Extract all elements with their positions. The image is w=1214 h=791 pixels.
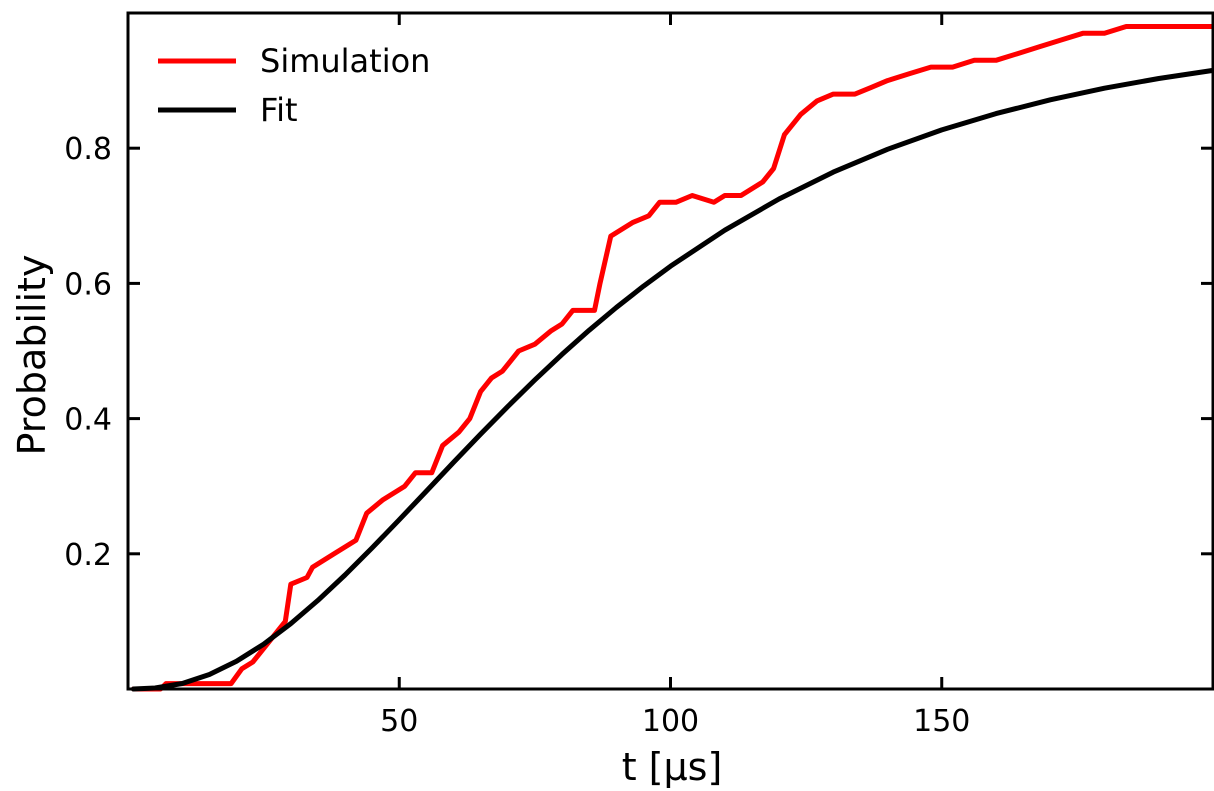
series-layer — [130, 24, 1214, 692]
ticks-layer: 50 100 150 0.2 0.4 0.6 0.8 — [64, 13, 1213, 739]
x-tick-label: 100 — [642, 704, 699, 739]
y-tick-label: 0.4 — [64, 403, 112, 438]
x-tick-label: 150 — [913, 704, 970, 739]
y-tick-label: 0.8 — [64, 132, 112, 167]
x-tick-label: 50 — [380, 704, 418, 739]
y-axis-title: Probability — [10, 255, 54, 456]
legend-label-simulation: Simulation — [260, 42, 430, 80]
y-tick-label: 0.2 — [64, 538, 112, 573]
y-tick-label: 0.6 — [64, 267, 112, 302]
series-line-fit — [130, 67, 1214, 692]
series-line-simulation — [130, 24, 1214, 692]
legend: Simulation Fit — [158, 42, 430, 129]
plot-frame — [126, 11, 1214, 691]
x-axis-title: t [μs] — [622, 745, 723, 789]
legend-label-fit: Fit — [260, 91, 298, 129]
